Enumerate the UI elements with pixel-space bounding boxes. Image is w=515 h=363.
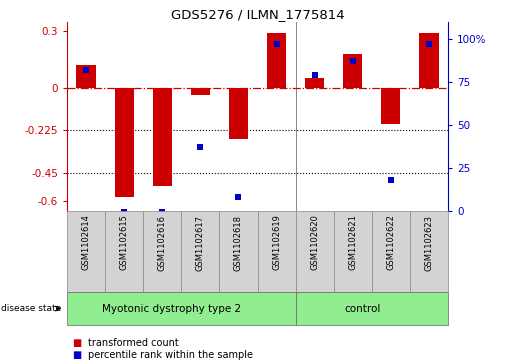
Bar: [267, 33, 286, 88]
Bar: [67, 211, 105, 292]
Text: GSM1102615: GSM1102615: [119, 215, 129, 270]
Title: GDS5276 / ILMN_1775814: GDS5276 / ILMN_1775814: [170, 8, 345, 21]
Text: disease state: disease state: [1, 304, 61, 313]
Text: GSM1102620: GSM1102620: [310, 215, 319, 270]
Bar: [105, 211, 143, 292]
Bar: [419, 33, 439, 88]
Bar: [296, 211, 334, 292]
Bar: [114, 88, 134, 197]
Bar: [219, 211, 258, 292]
Text: GSM1102619: GSM1102619: [272, 215, 281, 270]
Bar: [410, 211, 448, 292]
Bar: [258, 211, 296, 292]
Text: GSM1102614: GSM1102614: [81, 215, 91, 270]
Text: GSM1102623: GSM1102623: [424, 215, 434, 271]
Bar: [153, 88, 172, 186]
Text: Myotonic dystrophy type 2: Myotonic dystrophy type 2: [102, 303, 242, 314]
Bar: [296, 292, 448, 325]
Text: ■: ■: [72, 338, 81, 348]
Bar: [143, 211, 181, 292]
Bar: [334, 211, 372, 292]
Bar: [229, 88, 248, 139]
Text: GSM1102621: GSM1102621: [348, 215, 357, 270]
Text: GSM1102617: GSM1102617: [196, 215, 205, 271]
Bar: [67, 292, 296, 325]
Bar: [191, 88, 210, 95]
Text: GSM1102622: GSM1102622: [386, 215, 396, 270]
Bar: [181, 211, 219, 292]
Text: ■: ■: [72, 350, 81, 360]
Bar: [76, 65, 96, 88]
Bar: [382, 88, 401, 124]
Bar: [305, 78, 324, 88]
Bar: [372, 211, 410, 292]
Bar: [344, 54, 363, 88]
Text: transformed count: transformed count: [88, 338, 178, 348]
Text: control: control: [344, 303, 381, 314]
Text: percentile rank within the sample: percentile rank within the sample: [88, 350, 252, 360]
Text: GSM1102616: GSM1102616: [158, 215, 167, 271]
Text: GSM1102618: GSM1102618: [234, 215, 243, 271]
